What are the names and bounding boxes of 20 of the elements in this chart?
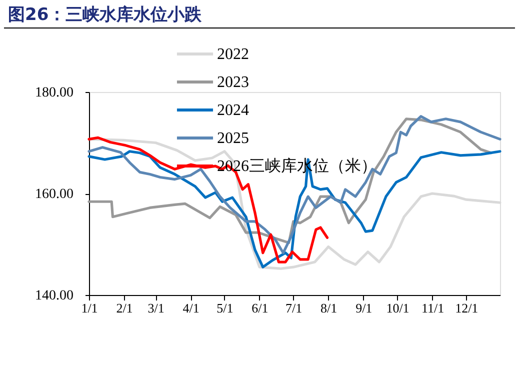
chart-title: 图26：三峡水库水位小跌 [8,5,203,25]
x-tick-label: 6/1 [252,300,268,316]
x-tick-label: 11/1 [421,300,444,316]
x-tick-label: 2/1 [116,300,133,316]
x-tick-label: 8/1 [320,300,338,316]
y-tick-label: 160.00 [35,187,74,202]
x-tick-label: 1/1 [81,300,98,316]
x-tick-label: 5/1 [216,300,234,316]
x-tick-label: 10/1 [386,300,410,316]
x-tick-label: 12/1 [455,300,478,316]
legend-label: 2025 [217,130,249,147]
legend-label: 2023 [217,74,249,91]
legend-label: 2022 [217,46,249,63]
legend-label: 2024 [217,102,249,119]
y-tick-label: 140.00 [35,288,74,304]
y-tick-label: 180.00 [35,86,74,100]
x-tick-label: 9/1 [356,300,372,316]
x-tick-label: 3/1 [148,300,164,316]
x-tick-label: 7/1 [286,300,302,316]
x-tick-label: 4/1 [182,300,200,316]
